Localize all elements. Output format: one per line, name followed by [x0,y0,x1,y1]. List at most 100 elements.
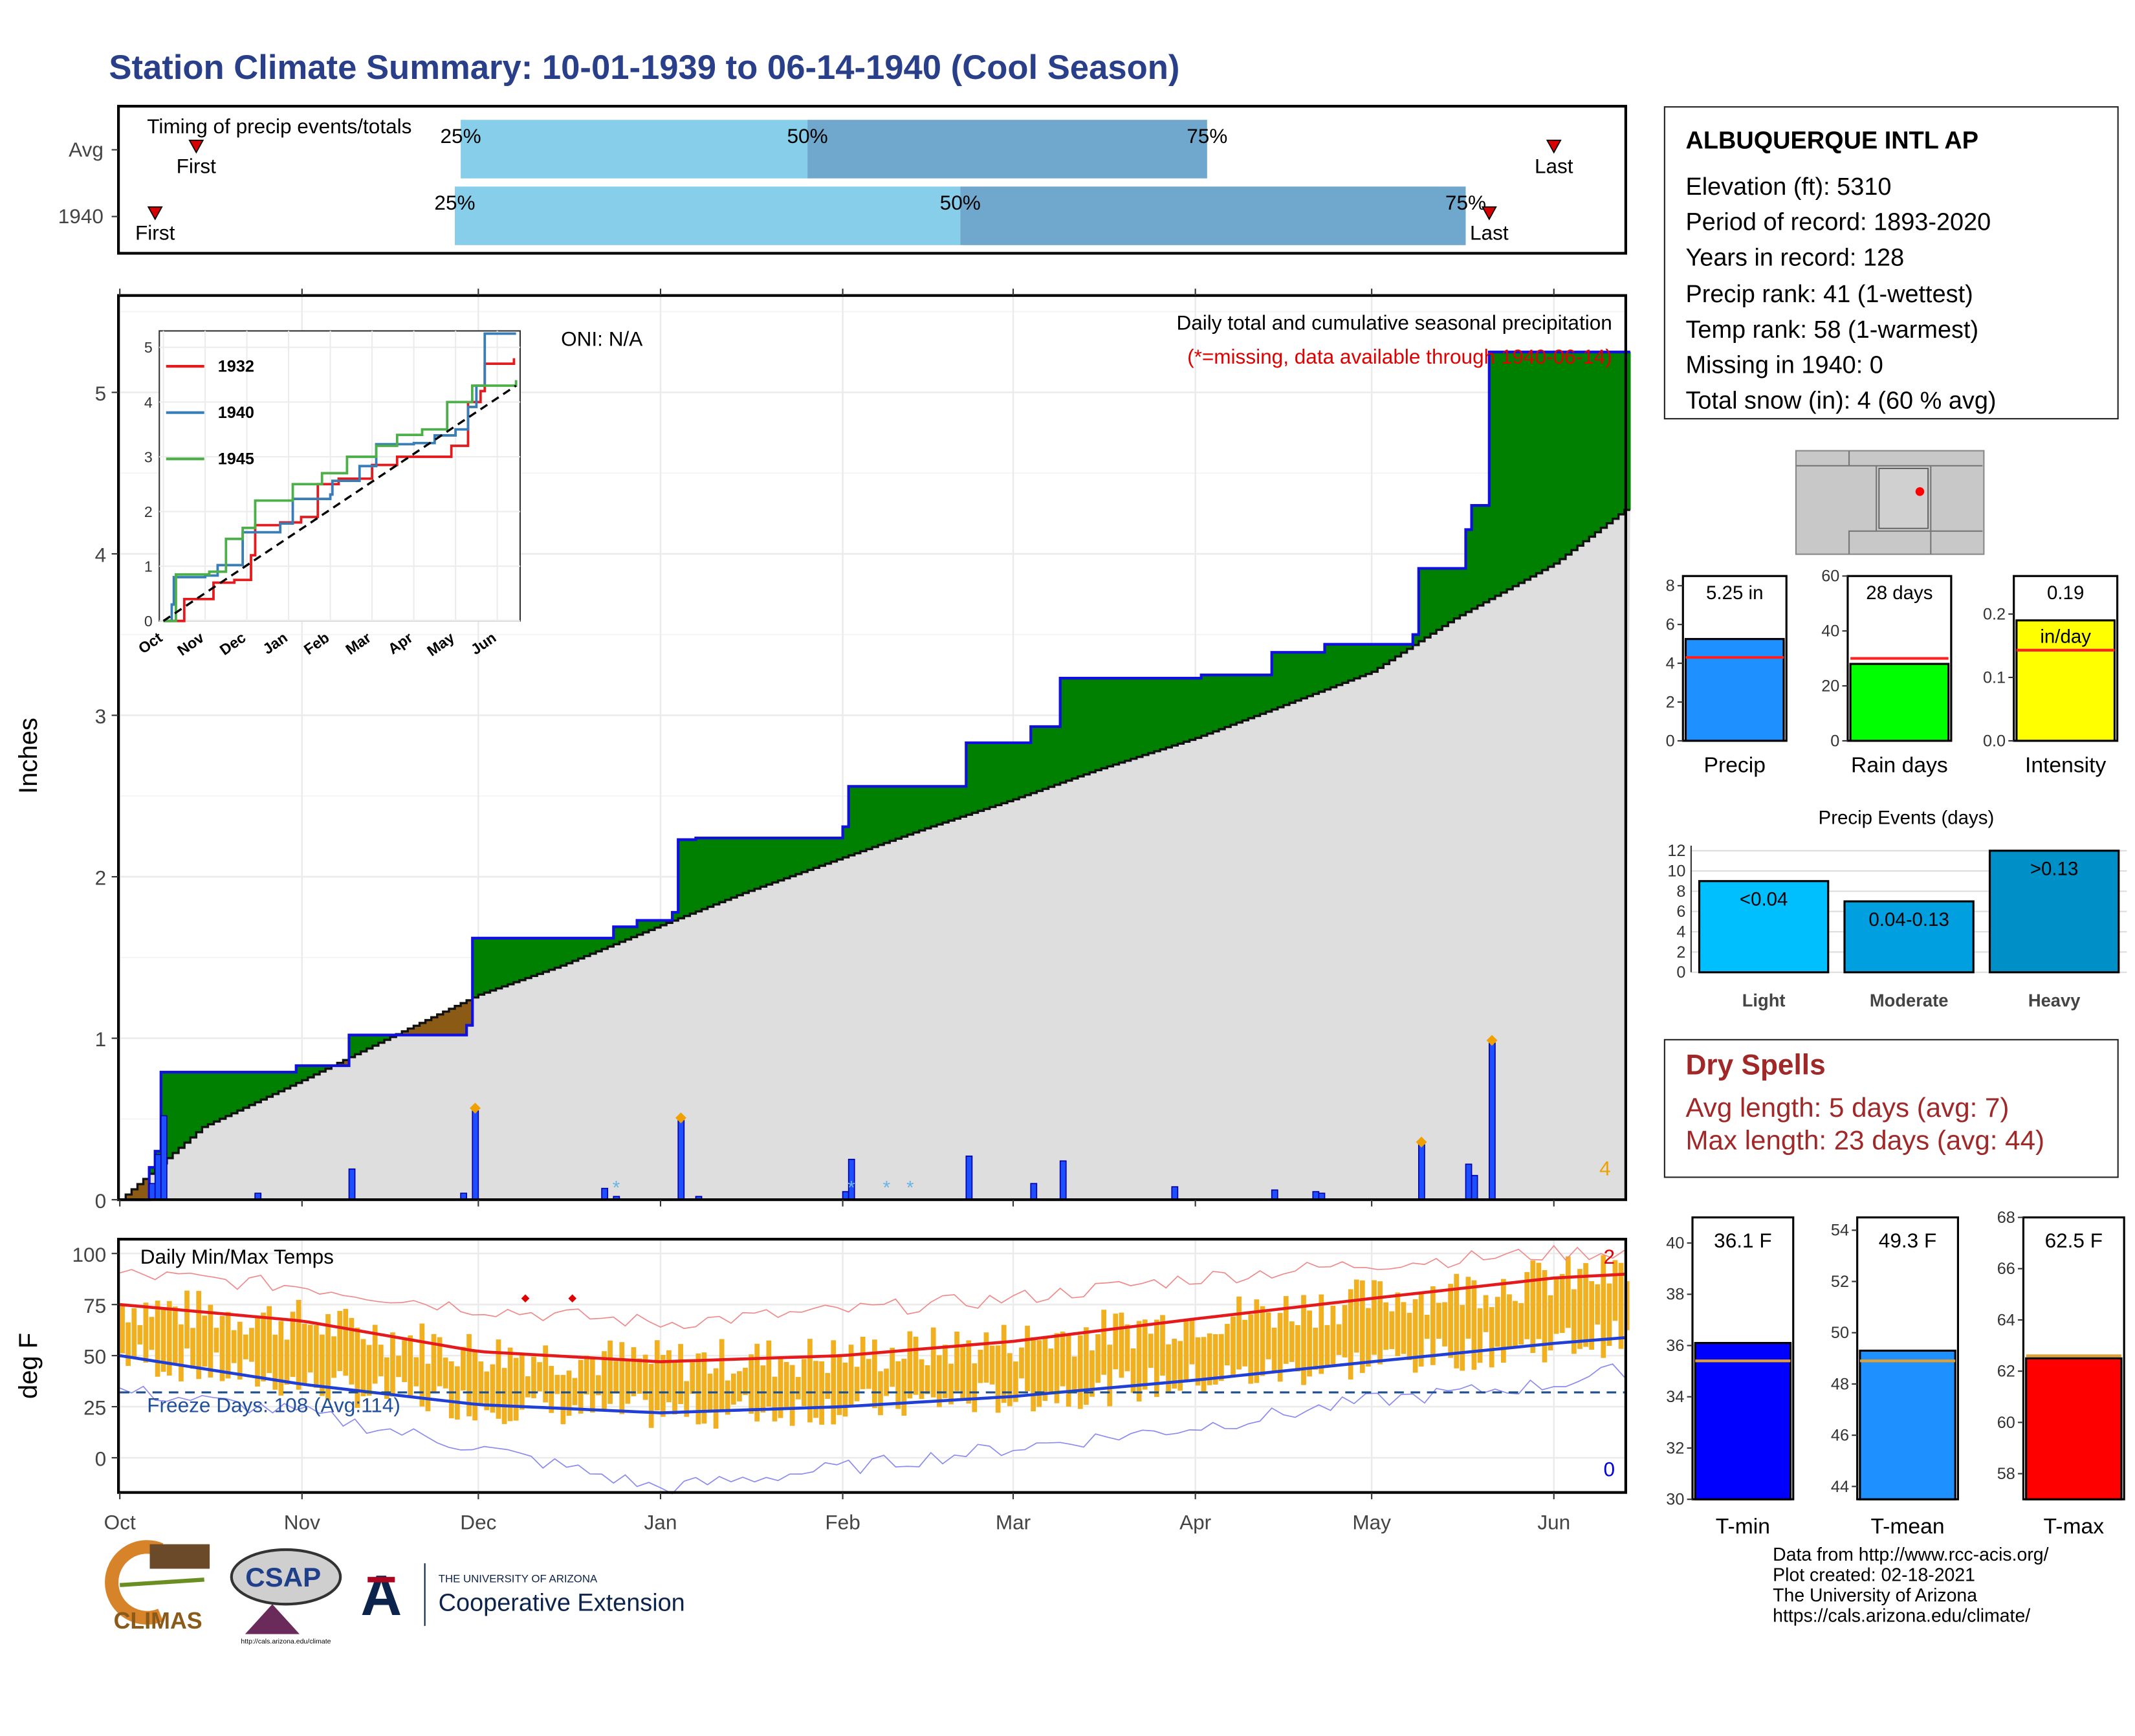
above-average-fill [1107,678,1114,767]
daily-temp-bar [325,1313,331,1401]
above-average-fill [1536,352,1543,573]
below-average-fill [413,1026,421,1035]
above-average-fill [1359,644,1366,676]
daily-temp-bar [837,1354,842,1415]
inset-y-tick-label: 1 [144,558,153,575]
above-average-fill [484,938,491,993]
daily-temp-bar [501,1368,507,1424]
tbar-tick-label: 58 [1997,1465,2015,1483]
above-average-fill [919,786,926,831]
above-average-fill [1077,678,1084,776]
daily-temp-bar [701,1352,707,1424]
csap-wordmark: CSAP [245,1562,321,1592]
above-average-fill [1624,352,1631,511]
footer-line: Data from http://www.rcc-acis.org/ [1773,1544,2049,1565]
month-label: Jan [644,1510,677,1533]
above-average-fill [1025,742,1031,795]
daily-temp-bar [983,1332,989,1383]
above-average-fill [578,938,585,959]
daily-temp-bar [789,1365,795,1426]
daily-temp-bar [1248,1314,1254,1384]
daily-temp-bar [196,1291,202,1379]
daily-temp-bar [1589,1281,1594,1350]
above-average-fill [184,1072,191,1143]
daily-temp-bar [1031,1337,1036,1412]
tbar-label: T-min [1716,1515,1770,1539]
above-average-fill [1166,678,1172,748]
above-average-fill [1248,675,1255,718]
above-average-fill [231,1072,238,1114]
daily-temp-bar [384,1357,389,1400]
above-average-fill [948,786,955,821]
above-average-fill [1195,678,1202,738]
state-map [1795,450,1985,555]
below-average-fill [419,1022,426,1035]
above-average-fill [795,838,802,874]
above-average-fill [1401,644,1408,653]
month-label: Oct [104,1510,136,1533]
inset-x-tick-label: Oct [135,629,166,657]
daily-temp-bar [966,1340,972,1404]
first-event-marker [188,139,204,154]
inset-x-tick-label: Jun [468,629,499,658]
daily-temp-bar [1389,1311,1395,1350]
temp-title: Daily Min/Max Temps [140,1245,334,1268]
above-average-fill [1301,652,1308,699]
temperature-summary-bars: 30 32 34 36 38 40 36.1 F T-min 44 46 48 50 52 54 49.3 … [1666,1209,2125,1539]
daily-temp-bar [1231,1316,1236,1376]
daily-temp-bar [943,1345,948,1398]
tbar-tick-label: 66 [1997,1260,2015,1278]
temperature-chart: deg F Daily Min/Max Temps Freeze Days: 1… [14,1238,1630,1533]
daily-temp-bar [560,1374,566,1425]
snow-total-label: 4 [1599,1156,1611,1180]
ua-block-a: A [360,1563,402,1627]
above-average-fill [496,938,503,989]
daily-precip-bar [160,1115,168,1200]
daily-temp-bar [413,1357,419,1387]
above-average-fill [625,927,632,939]
average-cumulative-line [120,509,1630,1201]
daily-temp-bar [766,1340,772,1407]
daily-temp-bar [1212,1334,1218,1385]
dry-spells-avg: Avg length: 5 days (avg: 7) [1685,1093,2009,1124]
daily-temp-bar [1372,1280,1377,1355]
above-average-fill [1407,644,1414,649]
above-average-fill [1601,352,1608,528]
events-tick-label: 6 [1676,903,1685,921]
climas-logo: CLIMAS [105,1540,210,1634]
temp-frame [116,1238,1627,1494]
month-label: Jun [1537,1510,1570,1533]
daily-temp-bar [437,1337,443,1387]
daily-temp-bar [1001,1324,1007,1403]
above-average-fill [537,938,543,974]
daily-temp-bar [760,1365,766,1413]
temp-y-label: deg F [14,1333,43,1399]
daily-temp-bar [172,1306,178,1365]
ua-extension: Cooperative Extension [439,1590,685,1617]
daily-temp-bar [1295,1324,1300,1372]
above-average-fill [549,938,556,970]
month-label: Dec [460,1510,496,1533]
daily-temp-bar [954,1331,959,1391]
last-event-label: Last [1535,154,1573,177]
tbar-tick-label: 40 [1666,1235,1684,1253]
daily-temp-bar [243,1334,248,1359]
above-average-fill [989,742,996,808]
above-average-fill [1236,675,1243,723]
daily-temp-bar [466,1334,472,1416]
daily-temp-bar [155,1301,160,1377]
daily-precip-bar [965,1155,973,1200]
daily-precip-bar [1271,1189,1278,1200]
daily-temp-bar [307,1324,313,1373]
below-average-fill [461,1003,467,1035]
daily-temp-bar [1019,1347,1024,1379]
timing-frame [116,105,1627,255]
events-bar-label: <0.04 [1740,889,1788,910]
daily-temp-bar [631,1347,637,1396]
daily-temp-bar [1283,1296,1289,1364]
daily-temp-bar [978,1350,983,1383]
daily-temp-bar [313,1325,319,1388]
daily-temp-bar [160,1308,166,1372]
above-average-fill [890,786,896,841]
daily-precip-bar [154,1154,162,1200]
